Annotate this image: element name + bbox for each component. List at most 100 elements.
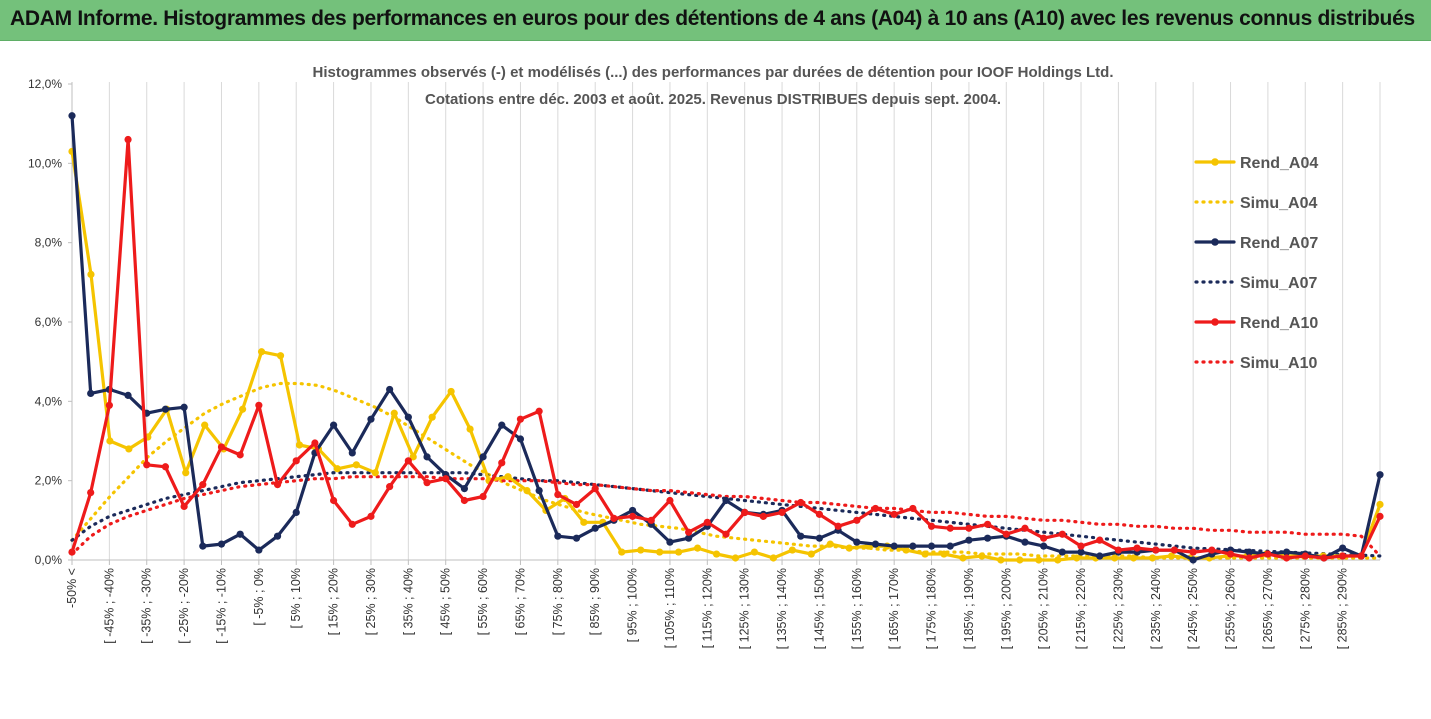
- chart-subtitle: Cotations entre déc. 2003 et août. 2025.…: [425, 91, 1001, 108]
- data-point-Rend_A07: [199, 542, 207, 550]
- data-point-Rend_A04: [997, 556, 1005, 564]
- data-point-Rend_A04: [637, 546, 645, 554]
- series-line-Simu_A10: [70, 475, 1382, 558]
- data-point-Rend_A10: [386, 483, 394, 491]
- data-point-Rend_A07: [87, 389, 95, 397]
- legend-label-Simu_A07: Simu_A07: [1240, 275, 1317, 292]
- x-tick-label: [ 185% ; 190%: [962, 568, 976, 649]
- x-tick-label: [ 15% ; 20%: [327, 568, 341, 635]
- data-point-Rend_A04: [807, 550, 815, 558]
- data-point-Rend_A10: [367, 512, 375, 520]
- x-tick-label: [ 65% ; 70%: [513, 568, 527, 635]
- x-tick-label: [ 55% ; 60%: [476, 568, 490, 635]
- x-tick-label: [ 75% ; 80%: [551, 568, 565, 635]
- data-point-Rend_A10: [498, 459, 506, 467]
- x-tick-label: [ 225% ; 230%: [1111, 568, 1125, 649]
- data-point-Rend_A10: [554, 490, 562, 499]
- data-point-Rend_A07: [180, 403, 188, 411]
- data-point-Rend_A07: [984, 534, 992, 542]
- data-point-Rend_A04: [769, 554, 777, 562]
- data-point-Rend_A10: [180, 502, 188, 511]
- data-point-Rend_A10: [815, 510, 824, 518]
- data-point-Rend_A04: [826, 540, 834, 548]
- data-point-Rend_A04: [618, 548, 626, 556]
- data-point-Rend_A10: [890, 510, 898, 518]
- x-tick-label: [ -35% ; -30%: [140, 568, 154, 644]
- data-point-Rend_A10: [292, 457, 300, 465]
- data-point-Rend_A04: [125, 445, 133, 453]
- data-point-Rend_A04: [106, 437, 114, 445]
- data-point-Rend_A10: [1189, 548, 1197, 556]
- data-point-Rend_A10: [1114, 546, 1122, 554]
- page-title: ADAM Informe. Histogrammes des performan…: [10, 7, 1415, 30]
- data-point-Rend_A10: [647, 516, 655, 524]
- legend-label-Rend_A10: Rend_A10: [1240, 315, 1318, 332]
- data-point-Rend_A04: [750, 548, 759, 556]
- x-tick-label: [ 255% ; 260%: [1224, 568, 1238, 649]
- series-line-Rend_A04: [70, 149, 1382, 562]
- data-point-Rend_A07: [1339, 544, 1347, 552]
- data-point-Rend_A10: [572, 500, 581, 509]
- data-point-Rend_A07: [722, 496, 730, 505]
- data-point-Rend_A07: [572, 534, 581, 542]
- data-point-Rend_A10: [330, 496, 338, 505]
- data-point-Rend_A04: [693, 544, 702, 552]
- data-point-Rend_A07: [1077, 548, 1085, 556]
- data-point-Rend_A04: [201, 421, 209, 429]
- data-point-Rend_A10: [1282, 554, 1291, 562]
- data-point-Rend_A04: [675, 548, 683, 556]
- data-point-Rend_A10: [1208, 546, 1216, 554]
- chart-area: 0,0% 2,0% 4,0% 6,0% 8,0% 10,0% 12,0% -50% < [ -…: [0, 41, 1431, 719]
- legend-marker: [1211, 318, 1219, 326]
- x-tick-label: [ 165% ; 170%: [887, 568, 901, 649]
- data-point-Rend_A10: [965, 524, 973, 532]
- data-point-Rend_A07: [965, 536, 973, 544]
- data-point-Rend_A07: [460, 485, 468, 493]
- data-point-Rend_A04: [940, 550, 948, 558]
- data-point-Rend_A07: [909, 542, 917, 550]
- x-tick-label: [ 45% ; 50%: [439, 568, 453, 635]
- legend-marker: [1211, 158, 1219, 166]
- data-point-Rend_A04: [1035, 556, 1043, 564]
- data-point-Rend_A07: [853, 538, 861, 546]
- data-point-Rend_A10: [442, 475, 450, 483]
- data-point-Rend_A07: [68, 112, 76, 120]
- data-point-Rend_A07: [273, 532, 282, 540]
- data-point-Rend_A10: [124, 135, 132, 144]
- data-point-Rend_A04: [182, 469, 190, 477]
- x-tick-label: [ 195% ; 200%: [999, 568, 1013, 649]
- data-point-Rend_A07: [386, 385, 394, 394]
- data-point-Rend_A10: [143, 461, 151, 469]
- data-point-Rend_A04: [656, 548, 664, 556]
- data-point-Rend_A10: [853, 516, 861, 524]
- x-tick-label: [ 155% ; 160%: [850, 568, 864, 649]
- data-point-Rend_A04: [1167, 552, 1176, 560]
- data-point-Rend_A04: [504, 473, 512, 481]
- x-tick-label: [ 245% ; 250%: [1186, 568, 1200, 649]
- x-tick-label: [ 135% ; 140%: [775, 568, 789, 649]
- data-point-Rend_A07: [1376, 471, 1384, 479]
- data-point-Rend_A07: [404, 413, 412, 421]
- data-point-Rend_A10: [1245, 554, 1253, 562]
- data-point-Rend_A10: [1021, 524, 1029, 532]
- data-point-Rend_A07: [124, 391, 132, 399]
- data-point-Rend_A10: [946, 524, 954, 532]
- data-point-Rend_A04: [352, 461, 360, 469]
- data-point-Rend_A10: [273, 481, 282, 489]
- data-point-Rend_A10: [404, 457, 412, 465]
- data-point-Rend_A10: [1376, 512, 1384, 520]
- x-tick-label: [ 285% ; 290%: [1336, 568, 1350, 649]
- data-point-Rend_A10: [703, 518, 711, 526]
- x-tick-label: [ 235% ; 240%: [1149, 568, 1163, 649]
- data-point-Rend_A07: [516, 435, 525, 443]
- legend-label-Rend_A04: Rend_A04: [1240, 155, 1318, 172]
- data-point-Rend_A04: [959, 554, 967, 562]
- data-point-Rend_A04: [1129, 554, 1138, 562]
- data-point-Rend_A07: [1282, 548, 1291, 556]
- data-point-Rend_A10: [348, 520, 356, 528]
- data-point-Rend_A10: [1170, 546, 1179, 554]
- y-axis: 0,0% 2,0% 4,0% 6,0% 8,0% 10,0% 12,0%: [28, 77, 72, 567]
- data-point-Rend_A07: [797, 532, 805, 540]
- data-point-Rend_A04: [295, 441, 304, 449]
- data-point-Rend_A10: [591, 485, 599, 493]
